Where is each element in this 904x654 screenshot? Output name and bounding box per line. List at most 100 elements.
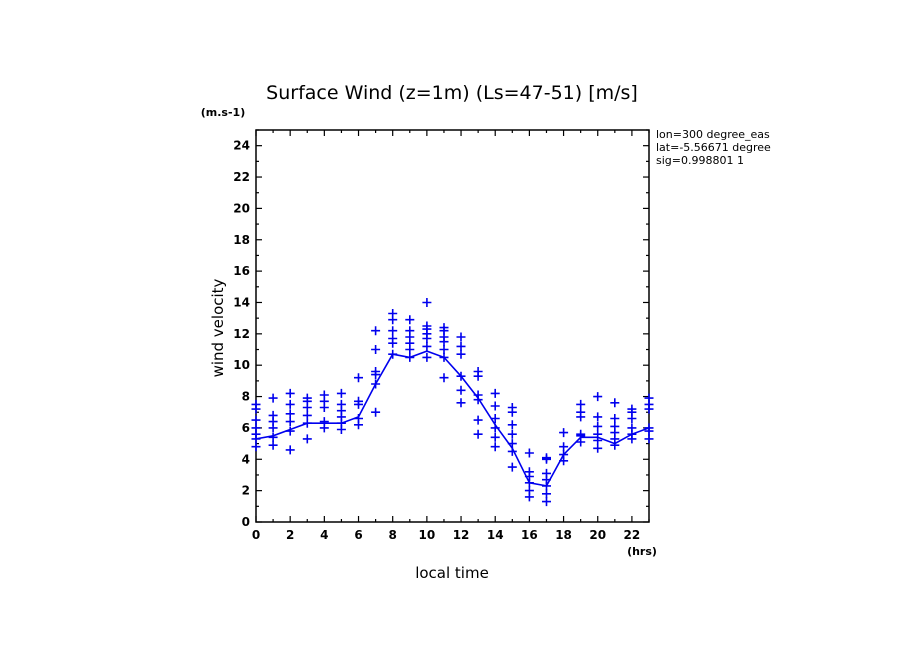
annotation-lat: lat=-5.56671 degree	[656, 141, 771, 154]
scatter-point	[542, 468, 551, 478]
plot-frame	[255, 129, 650, 523]
scatter-point	[336, 399, 346, 409]
scatter-point	[593, 429, 603, 439]
scatter-point	[542, 497, 551, 507]
scatter-point	[439, 352, 449, 362]
scatter-point	[576, 429, 586, 439]
y-tick-label: 0	[242, 515, 250, 529]
scatter-point	[388, 349, 398, 359]
scatter-point	[644, 423, 654, 433]
scatter-point	[456, 371, 466, 381]
scatter-point	[285, 409, 295, 419]
scatter-point	[354, 396, 363, 406]
scatter-point	[524, 448, 534, 458]
scatter-point	[422, 341, 432, 351]
scatter-point	[388, 326, 398, 336]
scatter-point	[302, 393, 312, 403]
scatter-point	[251, 442, 261, 452]
scatter-point	[422, 298, 432, 307]
scatter-point	[285, 445, 295, 455]
scatter-point	[251, 423, 261, 433]
scatter-point	[405, 315, 415, 325]
y-unit-label: (m.s-1)	[201, 106, 245, 119]
scatter-point	[507, 446, 517, 456]
scatter-point	[268, 410, 278, 420]
x-tick-label: 8	[389, 528, 397, 542]
x-tick-label: 6	[354, 528, 362, 542]
scatter-point	[439, 323, 449, 333]
scatter-point	[593, 443, 603, 453]
scatter-point	[405, 326, 415, 336]
scatter-point	[473, 415, 483, 425]
scatter-point	[576, 407, 586, 417]
scatter-point	[251, 399, 261, 409]
scatter-point	[354, 373, 363, 383]
scatter-point	[490, 414, 500, 423]
scatter-point	[285, 399, 295, 409]
scatter-point	[268, 432, 278, 442]
scatter-point	[251, 415, 261, 425]
x-unit-label: (hrs)	[627, 545, 657, 558]
scatter-point	[422, 321, 432, 331]
scatter-point	[285, 426, 295, 436]
x-tick-label: 16	[521, 528, 538, 542]
scatter-point	[559, 450, 569, 460]
x-tick-label: 14	[487, 528, 504, 542]
scatter-point	[507, 403, 517, 412]
scatter-point	[490, 432, 500, 442]
scatter-point	[336, 388, 346, 398]
scatter-point	[524, 467, 534, 477]
scatter-point	[371, 379, 381, 389]
data-marks	[251, 298, 654, 507]
scatter-point	[644, 393, 654, 403]
series-line	[255, 350, 650, 487]
y-tick-label: 24	[233, 139, 250, 153]
scatter-point	[627, 404, 637, 414]
scatter-point	[627, 423, 637, 433]
scatter-point	[559, 428, 569, 438]
scatter-point	[559, 442, 569, 452]
y-tick-label: 16	[233, 264, 250, 278]
scatter-point	[507, 462, 517, 472]
x-tick-label: 18	[555, 528, 572, 542]
scatter-point	[473, 390, 483, 400]
scatter-point	[285, 417, 295, 427]
x-tick-label: 0	[252, 528, 260, 542]
x-tick-label: 20	[589, 528, 606, 542]
x-tick-label: 10	[419, 528, 436, 542]
scatter-point	[490, 401, 500, 411]
x-tick-label: 2	[286, 528, 294, 542]
scatter-point	[542, 489, 551, 499]
scatter-point	[593, 421, 603, 431]
scatter-point	[302, 418, 312, 428]
chart-title: Surface Wind (z=1m) (Ls=47-51) [m/s]	[266, 82, 638, 104]
y-axis-label: wind velocity	[209, 278, 227, 377]
scatter-point	[456, 385, 466, 395]
scatter-point	[456, 341, 466, 351]
scatter-point	[524, 486, 534, 496]
x-tick-label: 22	[624, 528, 641, 542]
y-tick-label: 8	[242, 390, 250, 404]
scatter-point	[473, 429, 483, 439]
scatter-point	[354, 414, 363, 423]
scatter-point	[439, 345, 449, 354]
scatter-point	[371, 407, 381, 417]
x-axis-label: local time	[415, 564, 489, 582]
scatter-point	[319, 417, 329, 427]
scatter-point	[371, 367, 381, 376]
scatter-point	[302, 434, 312, 444]
scatter-point	[490, 388, 500, 398]
scatter-point	[388, 334, 398, 343]
scatter-point	[593, 412, 603, 422]
scatter-point	[371, 326, 381, 336]
annotation-lon: lon=300 degree_eas	[656, 128, 770, 141]
scatter-point	[507, 439, 517, 449]
scatter-point	[473, 367, 483, 376]
scatter-point	[644, 434, 654, 444]
x-tick-label: 4	[320, 528, 328, 542]
scatter-point	[507, 429, 517, 439]
scatter-point	[285, 388, 295, 398]
scatter-point	[268, 440, 278, 450]
